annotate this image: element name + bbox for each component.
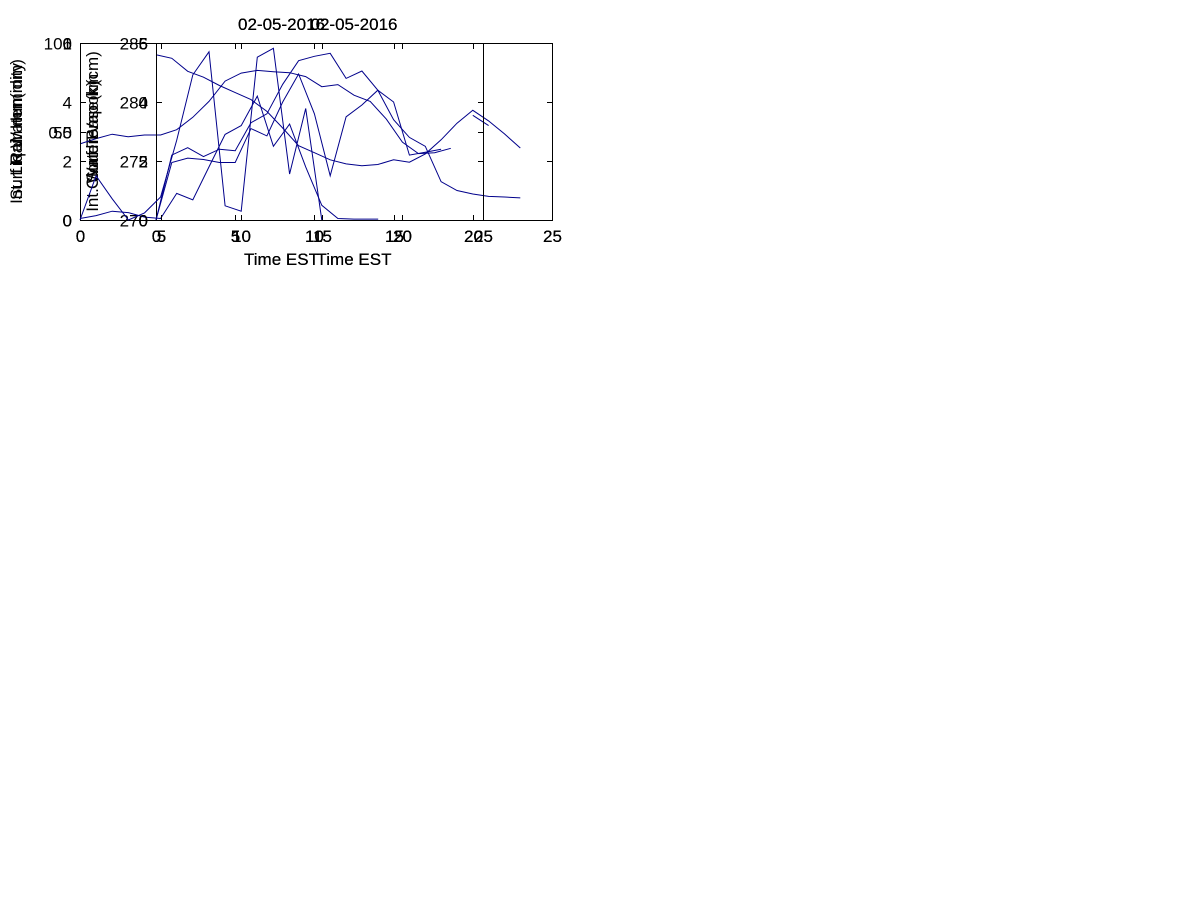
y-tick-label: 2 <box>139 153 148 172</box>
x-tick-label: 25 <box>474 227 493 246</box>
axes-box <box>80 43 484 221</box>
y-tick-label: 4 <box>63 94 72 113</box>
y-tick-label: 2 <box>63 153 72 172</box>
x-tick-label: 15 <box>385 227 404 246</box>
data-line <box>79 69 451 155</box>
x-tick-label: 0 <box>152 227 161 246</box>
y-tick-label: 1 <box>63 35 72 54</box>
x-tick-label: 25 <box>543 227 562 246</box>
y-axis-label: Int. Liq Water (mm) <box>7 59 26 204</box>
x-tick-label: 10 <box>232 227 251 246</box>
x-tick-label: 15 <box>313 227 332 246</box>
x-tick-label: 20 <box>464 227 483 246</box>
x-tick-label: 0 <box>76 227 85 246</box>
plot-title: 02-05-2016 <box>238 15 325 34</box>
plot-title: 02-05-2016 <box>311 15 398 34</box>
data-line <box>472 114 489 127</box>
y-tick-label: 4 <box>139 94 148 113</box>
x-tick-label: 5 <box>231 227 240 246</box>
y-axis-label: Int. Water Vapor (cm) <box>83 51 102 212</box>
x-tick-label: 25 <box>474 227 493 246</box>
y-tick-label: 4 <box>139 94 148 113</box>
x-tick-label: 25 <box>543 227 562 246</box>
x-tick-label: 15 <box>313 227 332 246</box>
x-tick-label: 20 <box>393 227 412 246</box>
x-tick-label: 5 <box>157 227 166 246</box>
data-line <box>155 54 521 167</box>
y-tick-label: 0.5 <box>48 124 72 143</box>
plot-title: 02-05-2016 <box>311 15 398 34</box>
x-tick-label: 15 <box>313 227 332 246</box>
y-tick-label: 0 <box>63 212 72 231</box>
x-tick-label: 25 <box>543 227 562 246</box>
x-tick-label: 5 <box>231 227 240 246</box>
x-tick-label: 0 <box>76 227 85 246</box>
x-tick-label: 10 <box>305 227 324 246</box>
y-tick-label: 2 <box>139 153 148 172</box>
y-tick-label: 275 <box>120 153 148 172</box>
data-line <box>79 47 323 221</box>
y-tick-label: 0 <box>63 212 72 231</box>
x-tick-label: 25 <box>474 227 493 246</box>
x-tick-label: 5 <box>157 227 166 246</box>
data-line <box>155 72 442 221</box>
plot-title: 02-05-2016 <box>238 15 325 34</box>
y-axis-label: Cloud Base km <box>83 74 102 189</box>
x-tick-label: 20 <box>464 227 483 246</box>
x-tick-label: 20 <box>393 227 412 246</box>
y-tick-label: 6 <box>63 35 72 54</box>
x-axis-label: Time EST <box>317 250 392 269</box>
y-tick-label: 100 <box>44 35 72 54</box>
x-tick-label: 15 <box>385 227 404 246</box>
y-axis-label: Surf Temp (k) <box>83 81 102 183</box>
plot-title: 02-05-2016 <box>311 15 398 34</box>
y-tick-label: 50 <box>53 124 72 143</box>
y-axis-label: Surf Rel. Humidity <box>7 63 26 200</box>
x-axis-label: Time EST <box>244 250 319 269</box>
x-axis-label: Time EST <box>244 250 319 269</box>
x-tick-label: 0 <box>76 227 85 246</box>
x-tick-label: 10 <box>232 227 251 246</box>
x-tick-label: 10 <box>232 227 251 246</box>
x-tick-label: 5 <box>231 227 240 246</box>
data-line <box>79 94 379 220</box>
x-tick-label: 20 <box>393 227 412 246</box>
y-tick-label: 0 <box>63 212 72 231</box>
x-tick-label: 15 <box>385 227 404 246</box>
x-tick-label: 0 <box>152 227 161 246</box>
x-tick-label: 10 <box>305 227 324 246</box>
x-tick-label: 0 <box>152 227 161 246</box>
x-axis-label: Time EST <box>317 250 392 269</box>
y-axis-label: Rain mm <box>7 97 26 165</box>
y-tick-label: 280 <box>120 94 148 113</box>
plot-title: 02-05-2016 <box>238 15 325 34</box>
x-tick-label: 20 <box>464 227 483 246</box>
x-tick-label: 5 <box>157 227 166 246</box>
x-axis-label: Time EST <box>317 250 392 269</box>
x-tick-label: 10 <box>305 227 324 246</box>
x-axis-label: Time EST <box>244 250 319 269</box>
